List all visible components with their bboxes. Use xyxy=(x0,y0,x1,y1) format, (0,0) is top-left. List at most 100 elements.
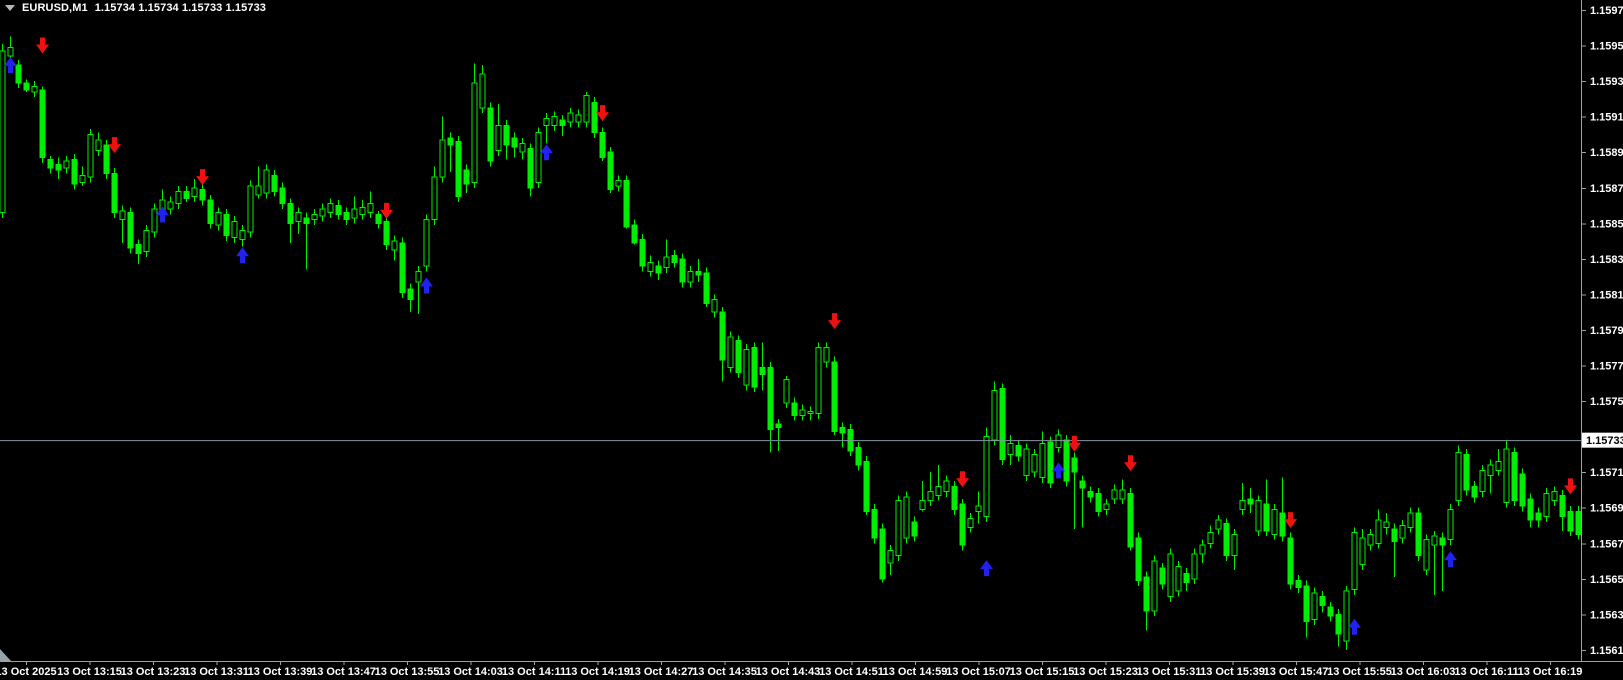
candle xyxy=(1535,512,1542,521)
price-tick-label: 1.15655 xyxy=(1590,574,1623,586)
sell-signal-arrow xyxy=(1564,478,1577,495)
candle xyxy=(647,261,654,272)
candle xyxy=(375,213,382,224)
candle xyxy=(1095,492,1102,512)
candle xyxy=(1127,492,1134,548)
candle xyxy=(1023,448,1030,477)
candle xyxy=(111,173,118,214)
candle xyxy=(927,491,934,502)
candle xyxy=(231,221,238,239)
candle xyxy=(527,148,534,189)
candle xyxy=(575,114,582,123)
candle xyxy=(151,208,158,233)
candle xyxy=(1303,585,1310,622)
candle xyxy=(167,201,174,210)
price-axis[interactable]: 1.15975 1.15955 1.15935 1.15915 1.15895 1.158… xyxy=(1581,5,1623,657)
candle xyxy=(383,221,390,246)
candle xyxy=(327,203,334,214)
candle xyxy=(943,480,950,493)
candle xyxy=(1527,498,1534,521)
candle xyxy=(1047,441,1054,484)
candle xyxy=(119,210,126,221)
candle xyxy=(1135,537,1142,582)
candle xyxy=(311,213,318,221)
candle xyxy=(687,270,694,283)
candle xyxy=(1271,508,1278,535)
candle xyxy=(991,389,998,441)
candle xyxy=(999,388,1006,461)
time-tick-label: 13 Oct 13:23 xyxy=(121,666,186,678)
candle xyxy=(631,224,638,244)
candle xyxy=(1143,576,1150,612)
candle xyxy=(1463,453,1470,491)
candle xyxy=(703,272,710,304)
candle xyxy=(1183,572,1190,583)
candle xyxy=(1551,491,1558,502)
candle xyxy=(879,528,886,580)
candle xyxy=(343,212,350,221)
candle xyxy=(479,73,486,109)
candle xyxy=(447,137,454,146)
price-tick-label: 1.15615 xyxy=(1590,645,1623,657)
axis-borders xyxy=(0,0,1623,662)
sell-signal-arrow xyxy=(196,169,209,186)
candle xyxy=(1087,491,1094,498)
chart-symbol-period: EURUSD,M1 xyxy=(22,2,88,14)
time-tick-label: 13 Oct 15:23 xyxy=(1073,666,1138,678)
candle xyxy=(543,117,550,127)
candle xyxy=(87,133,94,178)
candle xyxy=(1231,533,1238,557)
price-tick-label: 1.15975 xyxy=(1590,5,1623,17)
candle xyxy=(463,169,470,185)
current-price-label: 1.15733 xyxy=(1586,435,1623,447)
time-tick-label: 13 Oct 15:31 xyxy=(1137,666,1202,678)
candle xyxy=(871,508,878,539)
symbol-dropdown-icon[interactable] xyxy=(5,5,15,11)
candle xyxy=(775,423,782,429)
candle xyxy=(335,205,342,215)
candle xyxy=(1479,469,1486,493)
candle xyxy=(711,299,718,313)
candle xyxy=(1167,553,1174,598)
candle xyxy=(287,203,294,224)
candle xyxy=(655,265,662,274)
candle xyxy=(807,411,814,414)
candle xyxy=(295,212,302,223)
price-tick-label: 1.15795 xyxy=(1590,325,1623,337)
candle xyxy=(199,189,206,201)
candle xyxy=(1495,460,1502,471)
candle xyxy=(1359,537,1366,566)
candle xyxy=(319,208,326,217)
time-tick-label: 13 Oct 14:51 xyxy=(819,666,884,678)
price-tick-label: 1.15815 xyxy=(1590,289,1623,301)
candle xyxy=(423,219,430,267)
candle xyxy=(863,460,870,512)
candle xyxy=(1071,457,1078,473)
candle xyxy=(23,82,30,91)
candle xyxy=(1343,590,1350,642)
buy-signal-arrow xyxy=(980,560,993,577)
candle xyxy=(559,119,566,127)
candle xyxy=(783,379,790,404)
candle xyxy=(903,496,910,539)
candle xyxy=(839,427,846,434)
candle xyxy=(591,101,598,134)
buy-signal-arrow xyxy=(1052,462,1065,479)
chart-title: EURUSD,M1 1.15734 1.15734 1.15733 1.1573… xyxy=(5,2,266,14)
candle xyxy=(791,402,798,416)
candle xyxy=(399,242,406,294)
candle xyxy=(39,89,46,159)
chart-scroll-marker xyxy=(0,649,11,661)
candle xyxy=(679,258,686,283)
candle xyxy=(63,160,70,169)
candle xyxy=(511,137,518,148)
time-tick-label: 13 Oct 15:15 xyxy=(1010,666,1075,678)
candle xyxy=(71,158,78,185)
candle xyxy=(1039,443,1046,478)
price-tick-label: 1.15895 xyxy=(1590,147,1623,159)
candle xyxy=(127,212,134,249)
candle xyxy=(31,85,38,93)
candle xyxy=(855,446,862,466)
